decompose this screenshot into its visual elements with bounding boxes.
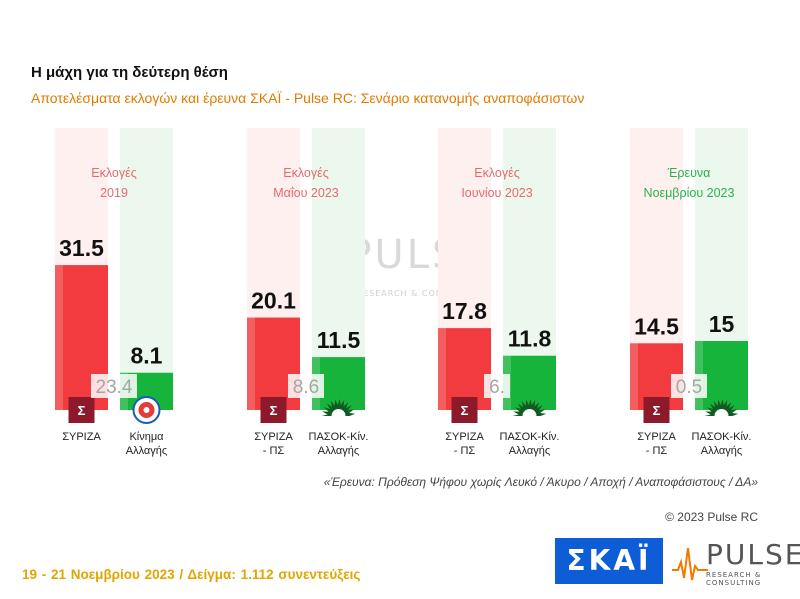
data-label: 14.5 — [634, 313, 679, 339]
party-label: Αλλαγής — [509, 445, 550, 457]
party-label: Αλλαγής — [701, 445, 742, 457]
group-label: Εκλογές — [91, 166, 136, 180]
chart-subtitle: Αποτελέσματα εκλογών και έρευνα ΣΚΑΪ - P… — [31, 90, 585, 106]
group-label: Μαΐου 2023 — [273, 186, 339, 200]
pasok-sun-core — [522, 409, 537, 423]
group-label: Έρευνα — [667, 166, 711, 180]
party-label: - ΠΣ — [263, 445, 285, 457]
party-label: ΠΑΣΟΚ-Κίν. — [309, 431, 369, 443]
data-label: 8.1 — [131, 343, 163, 369]
gap-label: 0.5 — [676, 377, 702, 398]
copyright-text: © 2023 Pulse RC — [665, 510, 758, 524]
gap-label: 23.4 — [96, 377, 133, 398]
bar — [503, 355, 556, 410]
syriza-logo-icon — [68, 397, 95, 423]
gap-label-bg — [484, 374, 510, 398]
bar-shade — [438, 328, 446, 410]
chart-title: Η μάχη για τη δεύτερη θέση — [31, 64, 228, 81]
syriza-logo-icon — [451, 397, 478, 423]
bar-shade — [55, 265, 63, 410]
party-label: - ΠΣ — [646, 445, 668, 457]
party-label: ΣΥΡΙΖΑ — [637, 431, 676, 443]
group-label: Ιουνίου 2023 — [461, 186, 532, 200]
group-label: Νοεμβρίου 2023 — [644, 186, 735, 200]
syriza-logo-icon — [260, 397, 287, 423]
data-label: 31.5 — [59, 235, 104, 261]
pulse-logo-word: PULSE — [706, 538, 800, 571]
syriza-logo-glyph: Σ — [461, 403, 469, 418]
gap-label: 6. — [489, 377, 505, 398]
survey-sample-info: 19 - 21 Νοεμβρίου 2023 / Δείγμα: 1.112 σ… — [22, 567, 361, 582]
pasok-sun-icon — [512, 399, 547, 416]
group-label: Εκλογές — [283, 166, 328, 180]
skai-logo: ΣΚΑΪ — [555, 538, 663, 584]
party-label: ΣΥΡΙΖΑ — [254, 431, 293, 443]
party-label: ΣΥΡΙΖΑ — [62, 431, 101, 443]
bar-shade — [247, 317, 255, 410]
pulse-wave-icon — [672, 547, 708, 581]
data-label: 11.5 — [317, 327, 361, 353]
data-label: 20.1 — [251, 288, 296, 314]
pasok-sun-core — [714, 409, 729, 423]
data-label: 15 — [709, 311, 735, 337]
gap-label-bg — [288, 374, 324, 398]
party-label: Αλλαγής — [318, 445, 359, 457]
chart-footnote: «Έρευνα: Πρόθεση Ψήφου χωρίς Λευκό / Άκυ… — [323, 475, 758, 489]
background-column-green — [120, 128, 173, 410]
pasok-sun-icon — [704, 399, 739, 416]
watermark-sub: RESEARCH & CONSULTING — [357, 289, 484, 298]
bar-shade — [630, 343, 638, 410]
gap-label-bg — [91, 374, 137, 398]
pulse-logo: PULSE RESEARCH & CONSULTING — [670, 538, 800, 587]
party-label: ΠΑΣΟΚ-Κίν. — [692, 431, 752, 443]
party-label: Αλλαγής — [126, 445, 167, 457]
syriza-logo-glyph: Σ — [270, 403, 278, 418]
pasok-sun-core — [331, 409, 346, 423]
pulse-logo-sub: RESEARCH & CONSULTING — [706, 571, 762, 587]
syriza-logo-icon — [643, 397, 670, 423]
party-label: ΣΥΡΙΖΑ — [445, 431, 484, 443]
syriza-logo-glyph: Σ — [653, 403, 661, 418]
group-label: Εκλογές — [474, 166, 519, 180]
bar — [438, 328, 491, 410]
party-label: - ΠΣ — [454, 445, 476, 457]
data-label: 11.8 — [508, 326, 552, 352]
gap-label: 8.6 — [293, 377, 319, 398]
syriza-logo-glyph: Σ — [78, 403, 86, 418]
group-label: 2019 — [100, 186, 128, 200]
data-label: 17.8 — [442, 298, 487, 324]
gap-label-bg — [671, 374, 707, 398]
party-label: ΠΑΣΟΚ-Κίν. — [500, 431, 560, 443]
party-label: Κίνημα — [129, 431, 164, 443]
pasok-sun-icon — [321, 399, 356, 416]
kinal-logo-dot — [143, 407, 150, 413]
